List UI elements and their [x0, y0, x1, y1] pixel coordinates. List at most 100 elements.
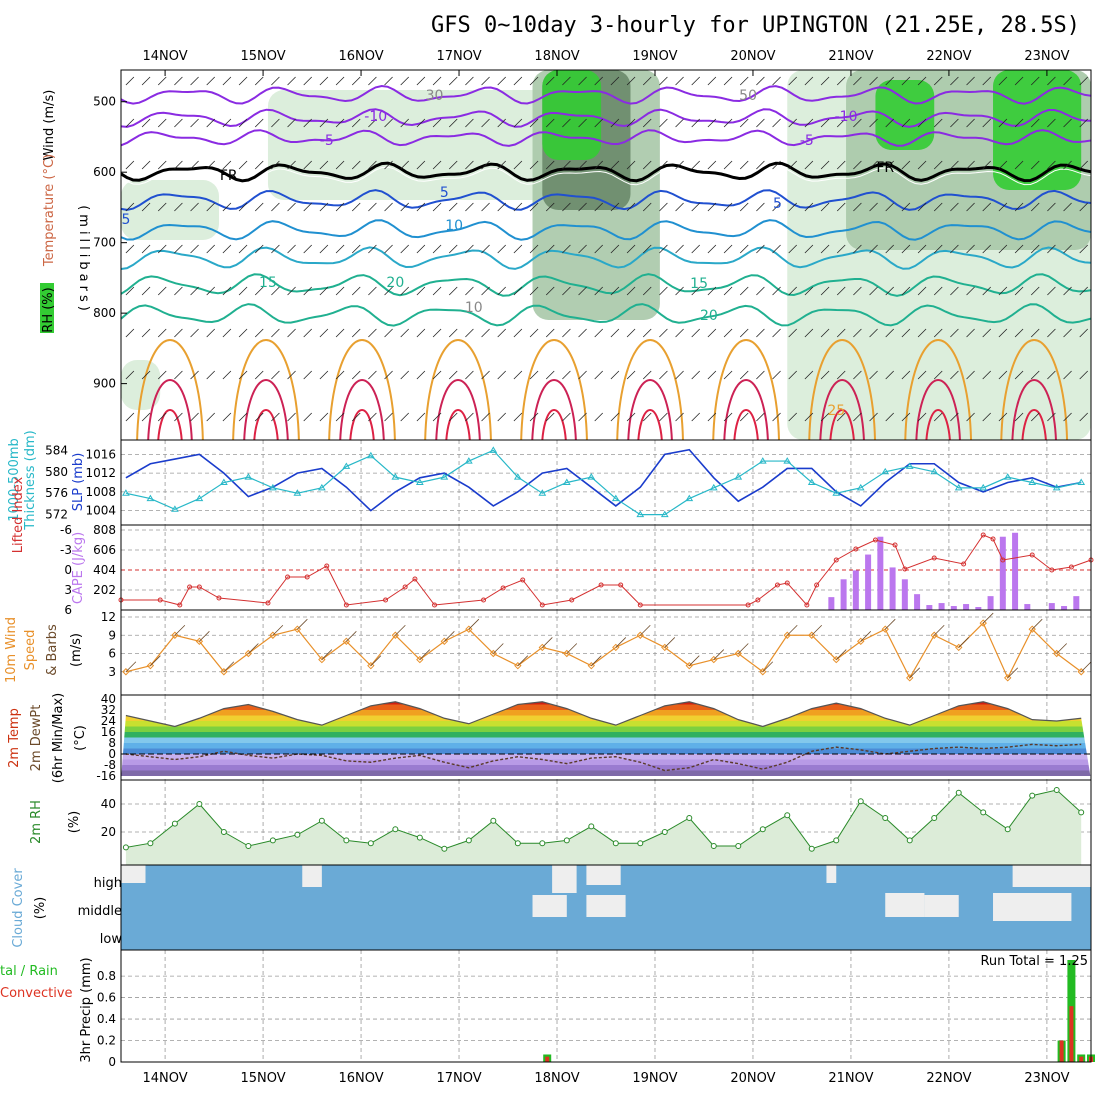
wind-barb [610, 202, 620, 212]
wind-barb [174, 118, 183, 128]
wind-barb [691, 370, 701, 380]
wind-barb-10m [664, 637, 676, 648]
wind-barb [238, 370, 248, 380]
wind-barb [950, 370, 959, 380]
wind-barb [271, 328, 280, 338]
wind-barb [950, 412, 959, 422]
thickness-point [832, 489, 841, 496]
cape-bar [963, 604, 970, 610]
slp-line [125, 448, 1082, 512]
wind-barb [594, 328, 604, 338]
wind-barb [141, 328, 151, 338]
wind-barb [335, 244, 345, 254]
rh-point [367, 840, 374, 847]
li-point [872, 537, 878, 543]
cape-tick-label: 808 [93, 523, 116, 537]
wind-speed-point [1028, 625, 1036, 633]
wind-barb [497, 118, 507, 128]
li-point [853, 546, 859, 552]
wind-barb [578, 328, 587, 338]
wind-barb [594, 370, 604, 380]
cape-bar [1024, 604, 1031, 610]
wind-barb [319, 76, 329, 86]
wind-barb [432, 370, 442, 380]
wind-barb [691, 412, 701, 422]
contour-warm-dome [232, 339, 300, 440]
thickness-line [125, 449, 1082, 516]
wind-barb [351, 76, 361, 86]
wind-barb [1030, 160, 1040, 170]
temp-tick-label: -8 [104, 758, 116, 772]
li-point [432, 602, 438, 608]
wind-barb [481, 76, 490, 86]
wind-barb [303, 370, 313, 380]
wind-barb [675, 370, 684, 380]
wind-barb [853, 76, 862, 86]
wind-barb [788, 370, 798, 380]
wind-barb [820, 370, 830, 380]
wind-barb [772, 118, 781, 128]
wind-barb [351, 412, 361, 422]
wind-barb [901, 370, 911, 380]
rh-shading [875, 80, 935, 150]
wind-barb [432, 160, 442, 170]
rh-line [125, 789, 1082, 850]
li-point [157, 597, 163, 603]
li-point [481, 597, 487, 603]
temp-tick-label: 32 [101, 703, 116, 717]
rh-point [686, 815, 693, 821]
cloud-clear-patch [924, 895, 959, 917]
wind-barb [901, 118, 911, 128]
contour-label: 50 [739, 88, 757, 104]
wind-barb [885, 412, 895, 422]
temp-tick-label: 16 [101, 725, 116, 739]
wind-barb [1047, 202, 1056, 212]
wind-speed-point [514, 661, 522, 670]
wind-barb [966, 412, 975, 422]
wind-barb [594, 160, 604, 170]
rh-point [661, 829, 668, 835]
wind-barb [465, 244, 474, 254]
wind-barb [804, 286, 814, 296]
wind-barb [157, 286, 167, 296]
wind-barb-10m [542, 637, 553, 648]
wind-barb [707, 244, 717, 254]
wind-barb [659, 286, 668, 296]
wind-barb [481, 160, 490, 170]
wind-barb [497, 286, 507, 296]
wind-barb [788, 328, 798, 338]
contour-20 [121, 303, 1091, 327]
cape-tick-label: 606 [93, 543, 116, 557]
wind-barb [368, 244, 377, 254]
wind-barb-10m [370, 655, 382, 666]
wind-barb-10m [933, 624, 945, 636]
li-point [196, 584, 202, 590]
wind-barb [1014, 412, 1024, 422]
wind-barb [174, 202, 183, 212]
wind-barb [303, 160, 313, 170]
li-point [569, 597, 575, 603]
li-point [1000, 557, 1006, 563]
wind-barb [238, 244, 248, 254]
wind-barb [675, 202, 684, 212]
contour-warm-dome [1021, 409, 1047, 440]
thickness-point [636, 510, 645, 518]
thickness-point [1028, 478, 1037, 485]
thickness-point [268, 483, 277, 491]
li-point [833, 557, 839, 563]
wind-barb-10m [321, 649, 333, 660]
wind-barb [206, 244, 216, 254]
wind-barb [642, 118, 652, 128]
contour-label: -10 [835, 109, 858, 125]
wind-barb [901, 160, 911, 170]
wind-barb [384, 412, 393, 422]
wind-barb [384, 244, 393, 254]
wind-speed-line [125, 622, 1082, 680]
wind-barb [756, 118, 765, 128]
wind-barb [966, 328, 975, 338]
wind-barb [1047, 118, 1056, 128]
wind-barb [950, 244, 959, 254]
wind-barb [190, 202, 199, 212]
rh-legend-swatch [40, 283, 54, 333]
